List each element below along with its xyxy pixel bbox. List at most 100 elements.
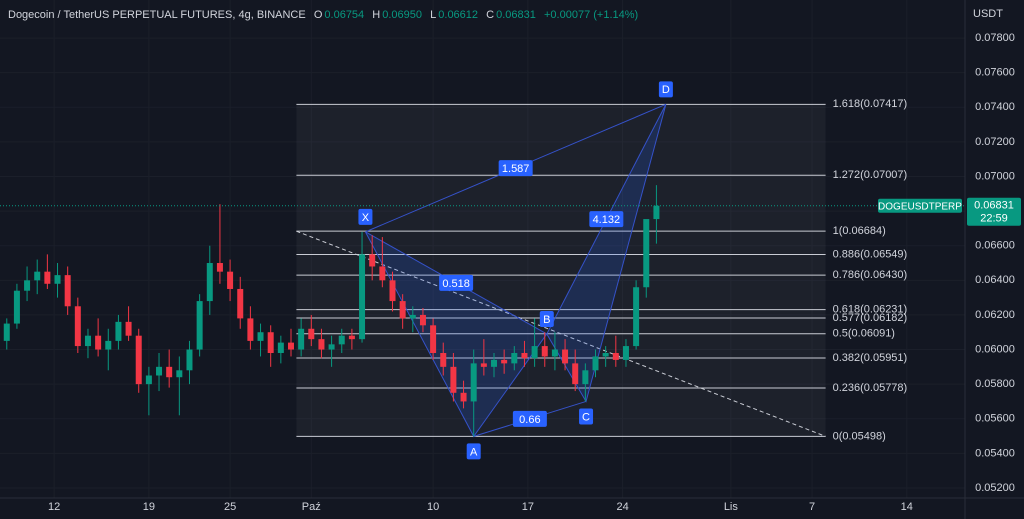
y-tick-label: 0.05800 bbox=[975, 378, 1015, 390]
candle-body bbox=[359, 254, 366, 340]
y-tick-label: 0.07000 bbox=[975, 170, 1015, 182]
price-change: +0.00077 (+1.14%) bbox=[544, 9, 639, 21]
y-tick-label: 0.07800 bbox=[975, 32, 1015, 44]
candle-body bbox=[318, 339, 325, 350]
symbol-title: Dogecoin / TetherUS PERPETUAL FUTURES, 4… bbox=[8, 9, 306, 21]
candle-body bbox=[105, 340, 112, 350]
pattern-point-label-box bbox=[579, 408, 594, 425]
candle-body bbox=[267, 332, 274, 353]
candle-body bbox=[115, 321, 122, 341]
candle-body bbox=[176, 370, 183, 378]
candle-body bbox=[419, 314, 426, 326]
candle-body bbox=[54, 275, 61, 284]
y-tick-label: 0.07400 bbox=[975, 101, 1015, 113]
fib-label: 0.5(0.06091) bbox=[833, 328, 895, 340]
candle-body bbox=[13, 290, 20, 324]
fib-label: 0.618(0.06231) bbox=[833, 303, 908, 315]
fib-label: 1.618(0.07417) bbox=[833, 98, 908, 110]
y-tick-label: 0.06200 bbox=[975, 309, 1015, 321]
candle-body bbox=[450, 366, 457, 393]
y-axis-unit: USDT bbox=[973, 8, 1003, 20]
candle-body bbox=[338, 335, 345, 345]
fib-label: 1(0.06684) bbox=[833, 225, 886, 237]
x-tick-label: 7 bbox=[809, 501, 815, 513]
fib-label: 0.886(0.06549) bbox=[833, 248, 908, 260]
x-tick-label: Lis bbox=[724, 501, 739, 513]
y-tick-label: 0.05200 bbox=[975, 482, 1015, 494]
candle-body bbox=[348, 335, 355, 340]
candle-body bbox=[227, 271, 234, 289]
ohlc-label: C bbox=[486, 9, 495, 21]
candle-body bbox=[643, 219, 650, 288]
candle-body bbox=[511, 352, 518, 364]
pattern-ratio: 1.587 bbox=[502, 163, 530, 175]
candle-body bbox=[389, 280, 396, 302]
candle-body bbox=[653, 205, 660, 220]
candle-body bbox=[257, 332, 264, 341]
price-tag-countdown: 22:59 bbox=[980, 213, 1008, 225]
ohlc-label: H bbox=[372, 9, 381, 21]
pattern-ratio: 0.518 bbox=[442, 278, 470, 290]
candle-body bbox=[74, 306, 81, 347]
candle-body bbox=[562, 349, 569, 364]
candle-body bbox=[551, 349, 558, 357]
pattern-ratio: 4.132 bbox=[593, 214, 621, 226]
x-tick-label: 24 bbox=[616, 501, 628, 513]
candle-body bbox=[44, 271, 51, 284]
pattern-point-label: X bbox=[362, 212, 370, 224]
pattern-point-label: D bbox=[662, 84, 670, 96]
candle-body bbox=[531, 346, 538, 359]
ohlc-label: O bbox=[313, 9, 323, 21]
pattern-triangle bbox=[365, 231, 547, 437]
x-tick-label: 10 bbox=[427, 501, 439, 513]
candle-body bbox=[84, 335, 91, 347]
y-tick-label: 0.06400 bbox=[975, 274, 1015, 286]
y-tick-label: 0.06600 bbox=[975, 240, 1015, 252]
candle-body bbox=[541, 346, 548, 357]
pattern-point-label-box bbox=[658, 81, 673, 98]
pattern-ratio-box bbox=[512, 410, 547, 427]
candle-body bbox=[247, 318, 254, 341]
pattern-point-label: B bbox=[543, 314, 550, 326]
fib-label: 0(0.05498) bbox=[833, 430, 886, 442]
candle-body bbox=[379, 266, 386, 281]
candle-body bbox=[491, 359, 498, 367]
trend-line bbox=[296, 230, 826, 437]
candle-body bbox=[470, 363, 477, 402]
candle-body bbox=[430, 325, 437, 353]
pattern-point-label-box bbox=[358, 208, 373, 225]
candle-body bbox=[125, 321, 132, 336]
candle-body bbox=[328, 344, 335, 350]
candle-body bbox=[572, 363, 579, 385]
candle-body bbox=[602, 352, 609, 357]
candle-body bbox=[237, 288, 244, 319]
y-tick-label: 0.06000 bbox=[975, 343, 1015, 355]
fib-label: 0.236(0.05778) bbox=[833, 382, 908, 394]
candle-body bbox=[277, 342, 284, 353]
candle-body bbox=[3, 323, 10, 341]
candle-body bbox=[501, 359, 508, 364]
fib-label: 0.382(0.05951) bbox=[833, 352, 908, 364]
pattern-ratio-box bbox=[498, 160, 533, 177]
fib-area bbox=[296, 104, 826, 437]
candle-body bbox=[34, 271, 41, 281]
pattern-ratio-box bbox=[589, 211, 624, 228]
candle-body bbox=[287, 342, 294, 350]
candle-body bbox=[206, 263, 213, 302]
pattern-point-label: C bbox=[582, 411, 590, 423]
x-tick-label: 14 bbox=[901, 501, 913, 513]
candle-body bbox=[369, 254, 376, 267]
candle-body bbox=[156, 366, 163, 376]
pattern-ratio-box bbox=[439, 274, 474, 291]
x-tick-label: 17 bbox=[522, 501, 534, 513]
candle-body bbox=[440, 352, 447, 367]
symbol-header: Dogecoin / TetherUS PERPETUAL FUTURES, 4… bbox=[8, 9, 640, 21]
candle-body bbox=[460, 392, 467, 402]
candle-body bbox=[216, 263, 223, 272]
candle-body bbox=[582, 370, 589, 385]
price-tag-value: 0.06831 bbox=[974, 200, 1014, 212]
candle-body bbox=[612, 352, 619, 360]
candle-body bbox=[95, 335, 102, 350]
candle-body bbox=[64, 275, 71, 307]
